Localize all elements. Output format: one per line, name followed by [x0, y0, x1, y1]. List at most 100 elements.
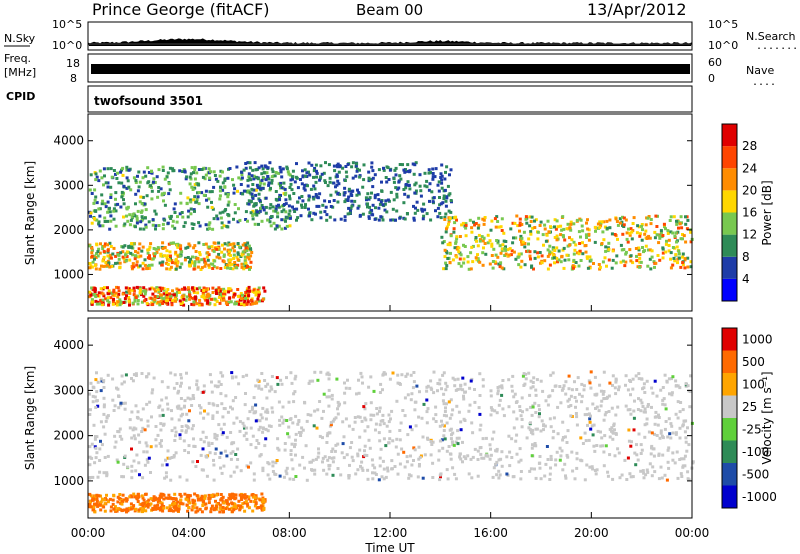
data-cell [236, 252, 240, 256]
data-cell [212, 241, 216, 245]
data-cell [605, 264, 608, 268]
data-cell [447, 209, 451, 213]
data-cell [257, 506, 261, 509]
colorbar-segment [722, 212, 737, 235]
data-cell [661, 402, 665, 406]
data-cell [490, 437, 494, 441]
data-cell [434, 413, 438, 417]
data-cell [227, 213, 231, 217]
data-cell [537, 461, 541, 465]
data-cell [594, 472, 598, 476]
data-cell [308, 379, 312, 383]
data-cell [179, 407, 183, 411]
data-cell [146, 267, 150, 270]
data-cell [444, 261, 448, 265]
data-cell [91, 475, 95, 479]
data-cell [233, 203, 237, 206]
data-cell [423, 184, 427, 188]
data-cell [175, 244, 179, 248]
data-cell [183, 287, 187, 291]
data-cell [328, 431, 332, 435]
data-cell [608, 218, 612, 222]
data-cell [659, 388, 663, 392]
data-cell [202, 166, 206, 170]
data-cell [671, 263, 675, 267]
data-cell [654, 410, 658, 414]
data-cell [93, 287, 97, 290]
data-cell [240, 170, 244, 174]
data-cell [88, 266, 92, 270]
data-cell [180, 262, 184, 266]
data-cell [211, 291, 215, 294]
data-cell [438, 478, 442, 482]
data-cell [490, 254, 494, 257]
data-cell [369, 375, 373, 379]
data-cell [463, 390, 467, 394]
x-tick-label: 20:00 [574, 526, 609, 540]
data-cell [247, 199, 251, 203]
data-cell [445, 195, 449, 199]
data-cell [160, 501, 164, 505]
data-cell [282, 418, 286, 422]
data-cell [492, 430, 496, 434]
data-cell [178, 437, 182, 440]
data-cell [106, 219, 110, 223]
data-cell [495, 449, 499, 453]
data-cell [681, 255, 685, 259]
data-cell [350, 204, 354, 208]
data-cell [607, 247, 611, 251]
data-cell [605, 226, 609, 230]
data-cell [278, 195, 281, 199]
data-cell [664, 242, 668, 246]
data-cell [345, 175, 349, 179]
data-cell [395, 192, 399, 196]
data-cell [253, 411, 257, 415]
data-cell [259, 504, 263, 508]
data-cell [121, 493, 125, 497]
data-cell [119, 251, 123, 255]
data-cell [686, 218, 690, 222]
data-cell [619, 243, 623, 247]
data-cell [88, 290, 92, 294]
data-cell [443, 177, 447, 181]
data-cell [343, 186, 347, 190]
data-cell [192, 171, 195, 175]
data-cell [235, 302, 238, 306]
data-cell [558, 458, 562, 462]
data-cell [227, 507, 231, 511]
data-cell [211, 207, 215, 211]
data-cell [127, 168, 131, 172]
data-cell [133, 214, 137, 218]
data-cell [225, 263, 229, 267]
data-cell [551, 247, 555, 251]
data-cell [511, 221, 515, 225]
data-cell [173, 373, 177, 377]
data-cell [417, 457, 421, 461]
data-cell [179, 414, 183, 418]
data-cell [192, 300, 196, 304]
data-cell [440, 419, 443, 423]
data-cell [666, 435, 670, 439]
data-cell [96, 475, 100, 479]
data-cell [440, 186, 444, 190]
data-cell [246, 161, 250, 165]
data-cell [90, 298, 94, 302]
data-cell [579, 235, 582, 239]
data-cell [136, 209, 140, 213]
cpid-label: CPID [6, 90, 35, 103]
data-cell [499, 261, 503, 265]
data-cell [102, 255, 106, 259]
data-cell [353, 420, 357, 424]
data-cell [202, 384, 206, 388]
data-cell [543, 223, 547, 227]
data-cell [626, 240, 630, 244]
data-cell [254, 300, 258, 304]
data-cell [93, 502, 96, 506]
data-cell [147, 171, 151, 174]
data-cell [166, 263, 170, 266]
colorbar-segment [722, 190, 737, 213]
data-cell [438, 382, 442, 386]
data-cell [334, 190, 338, 194]
data-cell [207, 497, 211, 501]
data-cell [637, 246, 641, 250]
